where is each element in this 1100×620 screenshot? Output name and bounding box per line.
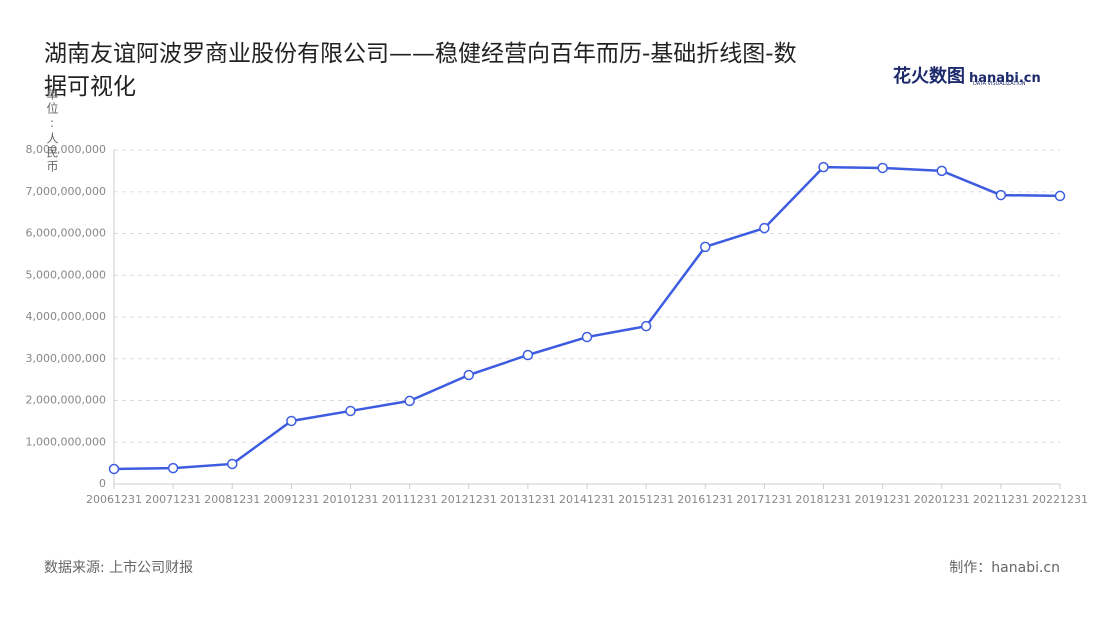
data-point [463, 369, 474, 381]
y-tick-label: 2,000,000,000 [26, 394, 106, 407]
logo-site: hanabi.cn [969, 71, 1041, 86]
logo: 花火数图 hanabi.cn DATA VISUALIZATION [893, 62, 1041, 88]
series-line [113, 165, 1061, 471]
data-point [581, 331, 593, 343]
x-tick-label: 20081231 [204, 493, 260, 506]
x-tick-label: 20201231 [914, 493, 970, 506]
x-tick-label: 20171231 [736, 493, 792, 506]
data-point [108, 463, 120, 475]
data-point [167, 462, 179, 474]
data-point [818, 161, 829, 173]
x-tick-label: 20071231 [145, 493, 201, 506]
x-tick-label: 20121231 [441, 493, 497, 506]
data-point [995, 189, 1007, 201]
x-tick-label: 20061231 [86, 493, 142, 506]
data-point [1054, 190, 1066, 202]
data-point [640, 320, 652, 332]
data-point [345, 405, 356, 417]
data-point [227, 458, 238, 470]
data-point [759, 222, 770, 234]
x-tick-label: 20161231 [677, 493, 733, 506]
y-tick-label: 0 [99, 477, 106, 490]
data-point [522, 349, 534, 361]
x-tick-label: 20151231 [618, 493, 674, 506]
logo-tagline: DATA VISUALIZATION [973, 81, 1026, 87]
data-point [877, 162, 888, 174]
y-tick-label: 3,000,000,000 [26, 352, 106, 365]
y-tick-label: 7,000,000,000 [26, 185, 106, 198]
chart-title: 湖南友谊阿波罗商业股份有限公司——稳健经营向百年而历-基础折线图-数据可视化 [44, 41, 797, 100]
logo-brand: 花火数图 [893, 66, 965, 87]
y-tick-label: 4,000,000,000 [26, 310, 106, 323]
x-tick-label: 20191231 [855, 493, 911, 506]
x-tick-label: 20141231 [559, 493, 615, 506]
data-point [404, 395, 415, 407]
credit: 制作：hanabi.cn [949, 560, 1060, 576]
x-tick-label: 20101231 [323, 493, 379, 506]
y-tick-label: 6,000,000,000 [26, 227, 106, 240]
source: 数据来源: 上市公司财报 [44, 560, 194, 576]
x-tick-label: 20111231 [382, 493, 438, 506]
x-tick-label: 20181231 [796, 493, 852, 506]
x-tick-label: 20131231 [500, 493, 556, 506]
data-point [286, 415, 297, 427]
y-tick-label: 1,000,000,000 [26, 435, 106, 448]
x-tick-label: 20091231 [263, 493, 319, 506]
y-axis-label: 单位:人民币 [45, 88, 59, 174]
x-tick-label: 20221231 [1032, 493, 1088, 506]
data-point [936, 165, 947, 177]
data-point [700, 241, 711, 253]
y-tick-label: 5,000,000,000 [26, 268, 106, 281]
y-tick-label: 8,000,000,000 [26, 143, 106, 156]
x-tick-label: 20211231 [973, 493, 1029, 506]
